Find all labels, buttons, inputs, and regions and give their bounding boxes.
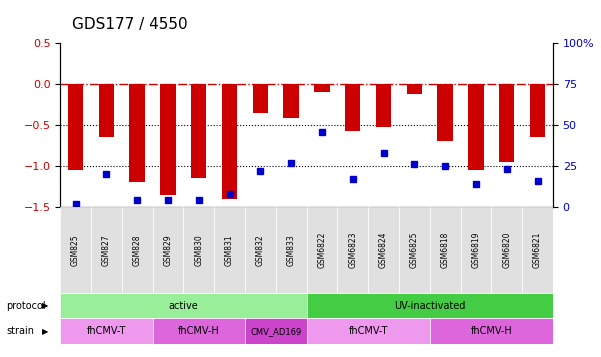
Bar [252, 84, 268, 112]
FancyBboxPatch shape [121, 207, 153, 293]
Text: ▶: ▶ [42, 327, 49, 336]
FancyBboxPatch shape [491, 207, 522, 293]
Text: GSM831: GSM831 [225, 234, 234, 266]
FancyBboxPatch shape [153, 207, 183, 293]
Bar [222, 84, 237, 199]
Bar [345, 84, 361, 131]
FancyBboxPatch shape [368, 207, 399, 293]
Text: GSM832: GSM832 [256, 234, 265, 266]
Bar [530, 84, 545, 137]
Text: active: active [168, 301, 198, 311]
Text: GSM6822: GSM6822 [317, 232, 326, 268]
Text: GSM833: GSM833 [287, 234, 296, 266]
Bar [68, 84, 83, 170]
Text: GSM829: GSM829 [163, 234, 172, 266]
Text: GSM6818: GSM6818 [441, 232, 450, 268]
Bar [430, 318, 553, 344]
Text: GSM6825: GSM6825 [410, 232, 419, 268]
Bar [191, 84, 206, 178]
Bar [60, 293, 307, 318]
Text: GSM6821: GSM6821 [533, 232, 542, 268]
FancyBboxPatch shape [214, 207, 245, 293]
Text: GSM6819: GSM6819 [471, 232, 480, 268]
FancyBboxPatch shape [276, 207, 307, 293]
Text: GSM828: GSM828 [133, 234, 142, 266]
Bar [407, 84, 422, 94]
Bar [376, 84, 391, 127]
Bar [284, 84, 299, 119]
FancyBboxPatch shape [337, 207, 368, 293]
Text: UV-inactivated: UV-inactivated [394, 301, 465, 311]
Text: GSM827: GSM827 [102, 234, 111, 266]
Bar [99, 84, 114, 137]
Text: protocol: protocol [6, 301, 46, 311]
FancyBboxPatch shape [460, 207, 491, 293]
Bar [438, 84, 453, 141]
Bar [314, 84, 329, 92]
FancyBboxPatch shape [399, 207, 430, 293]
Bar [499, 84, 514, 162]
FancyBboxPatch shape [183, 207, 214, 293]
Bar [468, 84, 484, 170]
Text: GSM830: GSM830 [194, 234, 203, 266]
Bar [153, 318, 245, 344]
Text: GSM825: GSM825 [71, 234, 80, 266]
Text: strain: strain [6, 326, 34, 336]
FancyBboxPatch shape [245, 207, 276, 293]
Text: fhCMV-T: fhCMV-T [87, 326, 126, 336]
Text: GDS177 / 4550: GDS177 / 4550 [72, 17, 188, 32]
Bar [129, 84, 145, 182]
Text: GSM6823: GSM6823 [348, 232, 357, 268]
Bar [160, 84, 175, 195]
Text: ▶: ▶ [42, 301, 49, 310]
FancyBboxPatch shape [430, 207, 460, 293]
Bar [60, 318, 153, 344]
Text: CMV_AD169: CMV_AD169 [250, 327, 301, 336]
Bar [245, 318, 307, 344]
Text: GSM6820: GSM6820 [502, 232, 511, 268]
FancyBboxPatch shape [60, 207, 91, 293]
Text: GSM6824: GSM6824 [379, 232, 388, 268]
FancyBboxPatch shape [307, 207, 337, 293]
Bar [307, 318, 430, 344]
Text: fhCMV-H: fhCMV-H [178, 326, 219, 336]
FancyBboxPatch shape [522, 207, 553, 293]
Text: fhCMV-H: fhCMV-H [471, 326, 512, 336]
FancyBboxPatch shape [91, 207, 121, 293]
Text: fhCMV-T: fhCMV-T [349, 326, 388, 336]
Bar [307, 293, 553, 318]
